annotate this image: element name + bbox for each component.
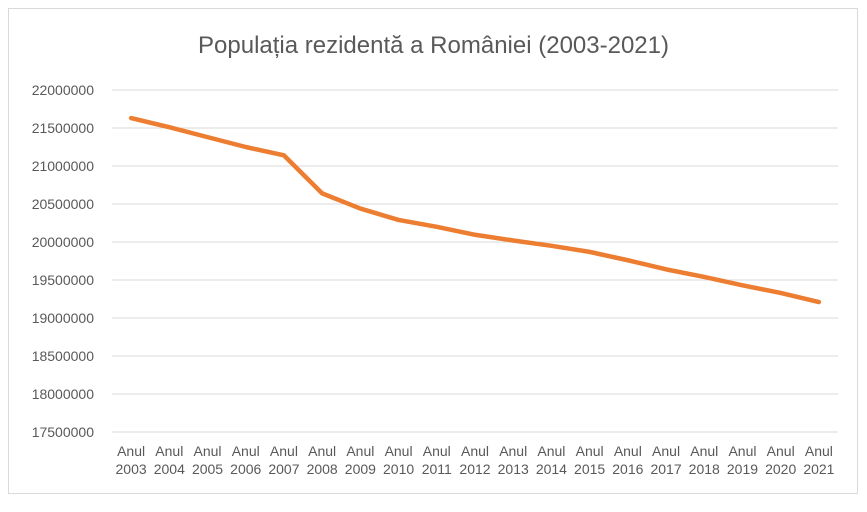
series-line (128, 115, 822, 305)
x-tick-label: Anul 2005 (192, 443, 223, 477)
x-tick-label: Anul 2019 (727, 443, 758, 477)
x-tick-label: Anul 2010 (383, 443, 414, 477)
y-tick-label: 18500000 (32, 348, 95, 364)
y-tick-label: 18000000 (32, 386, 95, 402)
x-tick-label: Anul 2013 (498, 443, 529, 477)
y-tick-label: 19500000 (32, 272, 95, 288)
x-tick-label: Anul 2012 (459, 443, 490, 477)
y-tick-label: 21500000 (32, 120, 95, 136)
y-tick-label: 20000000 (32, 234, 95, 250)
y-tick-label: 22000000 (32, 82, 95, 98)
x-tick-label: Anul 2004 (154, 443, 185, 477)
x-tick-label: Anul 2017 (650, 443, 681, 477)
x-tick-label: Anul 2007 (268, 443, 299, 477)
x-tick-label: Anul 2016 (612, 443, 643, 477)
y-tick-label: 21000000 (32, 158, 95, 174)
y-tick-label: 20500000 (32, 196, 95, 212)
x-tick-label: Anul 2020 (765, 443, 796, 477)
x-tick-label: Anul 2015 (574, 443, 605, 477)
x-tick-label: Anul 2009 (345, 443, 376, 477)
x-tick-label: Anul 2014 (536, 443, 567, 477)
x-tick-label: Anul 2008 (307, 443, 338, 477)
x-tick-label: Anul 2006 (230, 443, 261, 477)
chart-frame (8, 8, 858, 494)
x-tick-label: Anul 2003 (116, 443, 147, 477)
x-tick-label: Anul 2011 (422, 443, 452, 477)
y-tick-label: 17500000 (32, 424, 95, 440)
x-tick-label: Anul 2018 (689, 443, 720, 477)
y-tick-label: 19000000 (32, 310, 95, 326)
chart-title: Populația rezidentă a României (2003-202… (198, 32, 669, 59)
x-tick-label: Anul 2021 (803, 443, 834, 477)
